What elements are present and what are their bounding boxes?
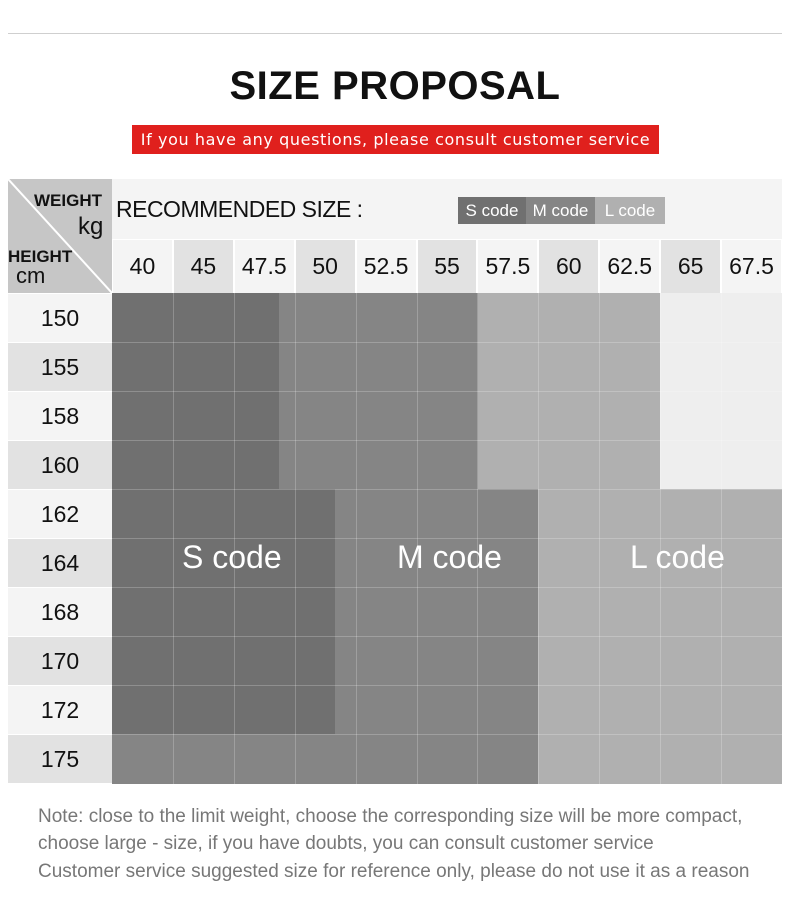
legend-s-code: S code [458,197,526,224]
grid-vline [233,293,235,784]
grid-vline [599,293,601,784]
weight-header-cell: 50 [295,240,355,293]
recommended-size-label: RECOMMENDED SIZE : [116,196,363,222]
note-line-2: choose large - size, if you have doubts,… [38,833,654,854]
corner-header: WEIGHT kg HEIGHT cm [8,179,112,293]
grid-hline [112,734,782,735]
weight-header-cell: 55 [417,240,477,293]
grid-hline [112,391,782,392]
weight-header-cell: 47.5 [234,240,294,293]
height-header-cell: 160 [8,441,112,489]
grid-hline [112,538,782,539]
grid-vline [172,293,174,784]
weight-header-cell: 57.5 [478,240,538,293]
grid-hline [112,587,782,588]
height-label: HEIGHT [8,247,73,266]
grid-vline [721,293,723,784]
height-header-cell: 170 [8,637,112,685]
diagonal-divider [8,179,112,293]
height-header-cell: 150 [8,294,112,342]
height-unit: cm [16,263,46,288]
weight-label: WEIGHT [34,191,102,210]
grid-hline [112,342,782,343]
grid-hline [112,636,782,637]
top-divider [8,33,782,34]
xl-zone [660,293,782,489]
l-zone-top [478,293,660,489]
grid-vline [477,293,479,784]
m-zone-top [279,293,478,489]
l-code-label: L code [630,539,725,575]
size-table: WEIGHT kg HEIGHT cm RECOMMENDED SIZE : S… [8,179,782,784]
height-header-cell: 168 [8,588,112,636]
height-header-cell: 164 [8,539,112,587]
page-title: SIZE PROPOSAL [229,64,561,108]
legend-m-code: M code [526,197,595,224]
weight-header-cell: 67.5 [722,240,781,293]
s-code-label: S code [182,539,282,575]
height-header-cell: 158 [8,392,112,440]
note-line-1: Note: close to the limit weight, choose … [38,806,743,827]
grid-vline [416,293,418,784]
grid-hline [112,440,782,441]
legend-l-code: L code [595,197,665,224]
weight-header-cell: 52.5 [356,240,416,293]
grid-hline [112,489,782,490]
weight-unit: kg [78,213,104,240]
height-header-cell: 175 [8,735,112,783]
height-header-cell: 155 [8,343,112,391]
s-zone-top [112,293,279,489]
recommended-size-bar [112,179,782,239]
grid-vline [538,293,540,784]
weight-header-cell: 45 [173,240,233,293]
l-zone-bottom [538,489,782,784]
weight-header-cell: 65 [661,240,721,293]
consult-banner: If you have any questions, please consul… [132,125,659,154]
grid-vline [660,293,662,784]
weight-header-cell: 62.5 [600,240,660,293]
s-zone-bottom [112,489,335,734]
weight-header-cell: 60 [539,240,599,293]
m-zone-bottom [112,734,538,784]
grid-vline [294,293,296,784]
weight-header-cell: 40 [113,240,172,293]
height-header-cell: 172 [8,686,112,734]
m-code-label: M code [397,539,502,575]
grid-vline [355,293,357,784]
note-line-3: Customer service suggested size for refe… [38,861,750,882]
height-header-cell: 162 [8,490,112,538]
m-zone-middle [335,489,538,734]
grid-hline [112,685,782,686]
